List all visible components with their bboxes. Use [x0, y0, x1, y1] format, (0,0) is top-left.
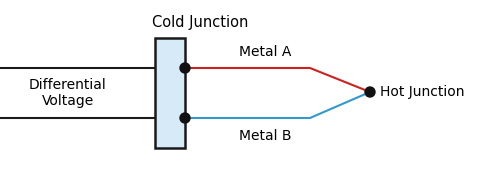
Circle shape: [180, 63, 190, 73]
Text: Cold Junction: Cold Junction: [152, 14, 248, 29]
Text: Metal A: Metal A: [239, 45, 291, 59]
Circle shape: [365, 87, 375, 97]
Bar: [155, 38, 185, 148]
Text: Differential
Voltage: Differential Voltage: [29, 78, 107, 108]
Text: Hot Junction: Hot Junction: [380, 85, 464, 99]
Circle shape: [180, 113, 190, 123]
Text: Metal B: Metal B: [239, 129, 291, 143]
